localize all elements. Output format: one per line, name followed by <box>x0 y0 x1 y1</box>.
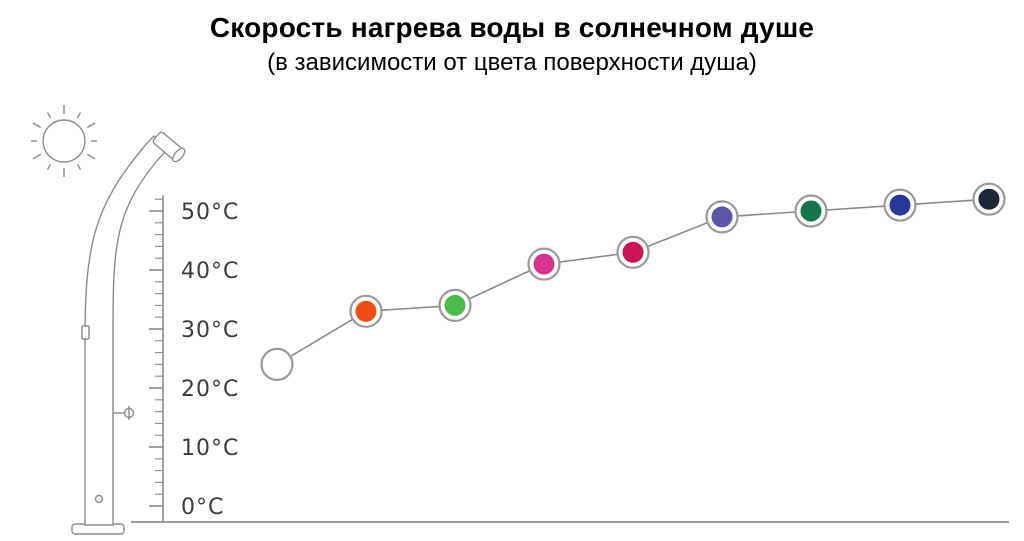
data-point-orange <box>349 294 383 328</box>
page-title: Скорость нагрева воды в солнечном душе <box>209 12 815 43</box>
y-tick-label-10: 10°C <box>181 436 239 461</box>
solar-shower-illustration <box>71 131 186 535</box>
data-point-dark-blue <box>883 188 917 222</box>
header: Скорость нагрева воды в солнечном душе (… <box>0 12 1024 77</box>
y-axis-tick-labels: 0°C 10°C 20°C 30°C 40°C 50°C <box>181 200 239 520</box>
y-tick-label-20: 20°C <box>181 377 239 402</box>
data-point-crimson <box>616 235 650 269</box>
y-tick-label-40: 40°C <box>181 259 239 284</box>
data-point-violet <box>705 200 739 234</box>
tap-icon <box>113 406 135 420</box>
page-subtitle: (в зависимости от цвета поверхности душа… <box>267 49 757 76</box>
temperature-ruler <box>149 195 164 522</box>
data-point-green <box>438 288 472 322</box>
data-point-magenta <box>527 247 561 281</box>
data-point-black <box>972 182 1006 216</box>
data-point-dark-green <box>794 194 828 228</box>
data-point-white <box>260 347 294 381</box>
shower-head <box>152 131 186 163</box>
y-tick-label-30: 30°C <box>181 318 239 343</box>
y-tick-label-50: 50°C <box>181 200 239 225</box>
y-tick-label-0: 0°C <box>181 495 224 520</box>
sun-icon <box>31 105 97 177</box>
series-line-and-points <box>260 182 1006 381</box>
